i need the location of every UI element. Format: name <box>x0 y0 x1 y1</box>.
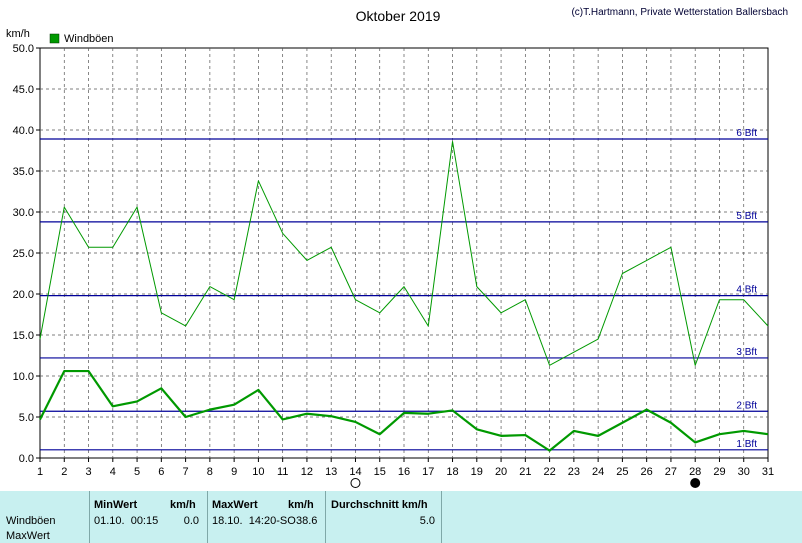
x-tick-label: 28 <box>689 466 701 478</box>
x-tick-label: 22 <box>543 466 555 478</box>
series-line-secondary <box>39 369 769 452</box>
y-tick-label: 40.0 <box>13 125 34 137</box>
x-tick-label: 29 <box>713 466 725 478</box>
x-tick-label: 9 <box>231 466 237 478</box>
beaufort-label: 3 Bft <box>736 347 757 358</box>
y-unit-label: km/h <box>6 28 30 40</box>
y-tick-label: 10.0 <box>13 371 34 383</box>
x-tick-label: 10 <box>252 466 264 478</box>
chart: Oktober 2019 (c)T.Hartmann, Private Wett… <box>6 7 788 488</box>
x-tick-label: 14 <box>349 466 361 478</box>
min-header: MinWert <box>94 499 138 511</box>
max-time: 18.10. 14:20-SO <box>212 515 296 527</box>
x-tick-label: 31 <box>762 466 774 478</box>
beaufort-label: 2 Bft <box>736 400 757 411</box>
stats-divider <box>89 491 90 543</box>
min-value: 0.0 <box>183 515 199 527</box>
max-value: 38.6 <box>296 515 318 527</box>
y-tick-label: 15.0 <box>13 330 34 342</box>
x-tick-label: 7 <box>183 466 189 478</box>
y-tick-label: 50.0 <box>13 43 34 55</box>
x-tick-label: 15 <box>374 466 386 478</box>
x-tick-label: 20 <box>495 466 507 478</box>
x-tick-label: 26 <box>641 466 653 478</box>
x-tick-label: 11 <box>277 466 288 478</box>
x-tick-label: 17 <box>422 466 434 478</box>
credit-text: (c)T.Hartmann, Private Wetterstation Bal… <box>571 7 788 18</box>
beaufort-label: 6 Bft <box>736 128 757 139</box>
y-tick-label: 30.0 <box>13 207 34 219</box>
y-tick-label: 25.0 <box>13 248 34 260</box>
x-tick-label: 1 <box>37 466 43 478</box>
x-tick-label: 23 <box>568 466 580 478</box>
y-tick-label: 0.0 <box>19 453 34 465</box>
stats-divider <box>207 491 208 543</box>
stats-divider <box>325 491 326 543</box>
x-tick-label: 30 <box>738 466 750 478</box>
beaufort-label: 4 Bft <box>736 285 757 296</box>
x-tick-label: 25 <box>616 466 628 478</box>
stats-divider <box>441 491 442 543</box>
x-tick-label: 18 <box>446 466 458 478</box>
x-tick-label: 5 <box>134 466 140 478</box>
beaufort-label: 1 Bft <box>736 439 757 450</box>
full-moon-icon <box>350 478 361 488</box>
x-tick-label: 21 <box>519 466 531 478</box>
max-header: MaxWert <box>212 499 258 511</box>
stats-row-label-windboeen: Windböen <box>6 515 56 527</box>
x-tick-label: 3 <box>85 466 91 478</box>
x-tick-label: 27 <box>665 466 677 478</box>
min-unit: km/h <box>170 499 196 511</box>
avg-value: 5.0 <box>419 515 435 527</box>
beaufort-label: 5 Bft <box>736 211 757 222</box>
x-tick-label: 4 <box>110 466 116 478</box>
y-tick-label: 5.0 <box>19 412 34 424</box>
stats-table: Windböen MaxWert MinWert km/h 01.10. 00:… <box>0 491 802 543</box>
max-unit: km/h <box>288 499 314 511</box>
avg-header: Durchschnitt km/h <box>331 499 428 511</box>
x-tick-label: 12 <box>301 466 313 478</box>
x-tick-label: 2 <box>61 466 67 478</box>
x-tick-label: 13 <box>325 466 337 478</box>
x-tick-label: 6 <box>158 466 164 478</box>
new-moon-icon <box>690 478 701 488</box>
min-time: 01.10. 00:15 <box>94 515 159 527</box>
y-tick-label: 45.0 <box>13 84 34 96</box>
x-tick-label: 24 <box>592 466 604 478</box>
stats-row-label-maxwert: MaxWert <box>6 530 50 542</box>
legend-label: Windböen <box>64 33 114 45</box>
y-tick-label: 20.0 <box>13 289 34 301</box>
x-tick-label: 16 <box>398 466 410 478</box>
chart-title: Oktober 2019 <box>356 8 441 24</box>
series-line-windboeen <box>39 140 769 366</box>
legend-swatch <box>49 33 60 44</box>
x-tick-label: 19 <box>471 466 483 478</box>
x-tick-label: 8 <box>207 466 213 478</box>
y-tick-label: 35.0 <box>13 166 34 178</box>
